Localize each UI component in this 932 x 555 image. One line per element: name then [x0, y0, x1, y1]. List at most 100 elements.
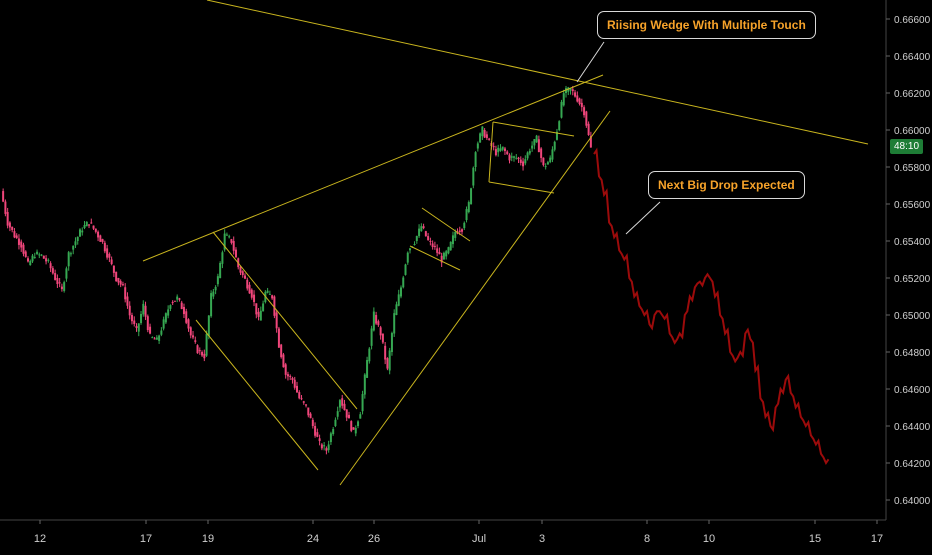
candle-body	[418, 228, 421, 237]
candle-body	[451, 235, 454, 245]
candle-body	[347, 414, 350, 419]
candle-body	[144, 305, 147, 317]
candle-body	[221, 252, 224, 264]
candle-body	[74, 241, 77, 246]
candle-body	[409, 248, 412, 251]
candle-body	[67, 252, 70, 267]
candle-body	[26, 258, 29, 262]
wedge-upper-line[interactable]	[142, 74, 604, 262]
candle-body	[8, 222, 11, 228]
candle-body	[323, 445, 326, 447]
candle-body	[318, 438, 321, 442]
candle-body	[442, 252, 445, 260]
candle-body	[160, 330, 163, 335]
trendline-upper-resistance[interactable]	[206, 0, 869, 145]
candle-body	[302, 401, 305, 403]
candle-body	[228, 236, 231, 238]
candle-body	[488, 138, 491, 140]
candle-body	[424, 231, 427, 237]
candle-body	[341, 398, 344, 406]
x-tick-label: 17	[871, 533, 883, 545]
down-channel-lower[interactable]	[195, 319, 319, 471]
candle-body	[528, 150, 531, 154]
candle-body	[121, 284, 124, 286]
candle-body	[517, 157, 520, 160]
candle-body	[551, 149, 554, 160]
y-tick-label: 0.64600	[894, 385, 931, 396]
candle-body	[85, 221, 88, 227]
candle-body	[555, 131, 558, 140]
wedge-lower-line[interactable]	[339, 110, 611, 486]
candle-body	[298, 392, 301, 399]
candle-body	[4, 201, 7, 214]
candle-body	[433, 245, 436, 247]
candle-body	[522, 161, 525, 167]
candle-body	[78, 229, 81, 237]
candle-body	[241, 271, 244, 276]
candle-body	[381, 333, 384, 343]
projection-path	[593, 147, 830, 466]
candle-body	[153, 338, 156, 340]
candle-body	[262, 303, 265, 312]
y-tick-label: 0.64200	[894, 459, 931, 470]
candle-body	[325, 448, 328, 451]
candle-body	[390, 333, 393, 352]
candle-body	[429, 241, 432, 242]
candle-body	[45, 258, 48, 262]
candle-body	[273, 296, 276, 316]
rectangle-upper-line[interactable]	[492, 121, 575, 137]
candle-body	[140, 313, 143, 324]
flag-lower-line[interactable]	[409, 245, 461, 271]
candle-body	[338, 400, 341, 408]
down-channel-upper[interactable]	[212, 231, 358, 410]
candle-body	[533, 139, 536, 146]
candle-body	[447, 247, 450, 254]
candle-body	[76, 236, 79, 241]
candle-body	[58, 282, 61, 284]
candle-body	[24, 251, 27, 257]
candle-body	[178, 298, 181, 300]
x-tick-label: 17	[140, 533, 152, 545]
candle-body	[397, 294, 400, 306]
candle-body	[332, 429, 335, 435]
candle-body	[246, 279, 249, 289]
candle-body	[128, 305, 131, 316]
candle-body	[494, 149, 497, 156]
y-tick-label: 0.65600	[894, 200, 931, 211]
candle-body	[223, 233, 226, 250]
candle-body	[42, 255, 45, 259]
candle-body	[255, 303, 258, 315]
candle-body	[230, 239, 233, 243]
x-tick-label: 26	[368, 533, 380, 545]
candle-body	[438, 252, 441, 255]
rectangle-lower-line[interactable]	[488, 181, 555, 194]
candle-body	[284, 364, 287, 375]
candle-body	[106, 248, 109, 258]
candle-body	[583, 107, 586, 116]
candle-body	[311, 419, 314, 427]
candle-body	[506, 151, 509, 155]
candle-body	[135, 326, 138, 329]
y-tick-label: 0.66200	[894, 89, 931, 100]
callout-pointer-drop	[625, 201, 661, 235]
candle-body	[101, 239, 104, 242]
candle-body	[377, 321, 380, 326]
candle-body	[158, 335, 161, 341]
candle-body	[108, 253, 111, 258]
flag-upper-line[interactable]	[421, 207, 471, 242]
candle-body	[314, 426, 317, 436]
candle-body	[99, 235, 102, 242]
candle-body	[519, 159, 522, 163]
candle-body	[567, 87, 570, 92]
candle-body	[296, 385, 298, 393]
rectangle-left-edge[interactable]	[488, 121, 494, 183]
candle-body	[465, 209, 468, 221]
candle-body	[289, 376, 292, 378]
candle-body	[112, 265, 115, 273]
candle-body	[72, 245, 75, 250]
candle-body	[205, 333, 208, 356]
candle-body	[492, 146, 495, 148]
candle-body	[207, 315, 210, 336]
candle-body	[565, 88, 568, 93]
